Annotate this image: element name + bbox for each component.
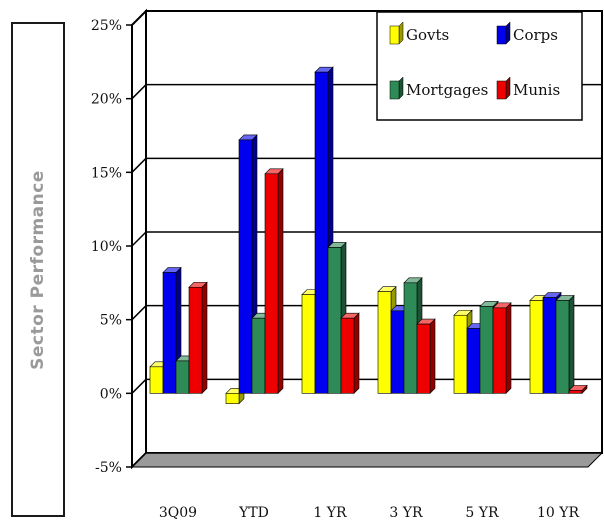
bar-govts [149, 366, 164, 394]
bar-side-munis [505, 302, 512, 395]
bar-corps [162, 272, 177, 394]
gridline-diagonal [131, 305, 147, 321]
y-tick-label: -5% [95, 460, 122, 476]
bar-side-munis [429, 318, 436, 395]
bar-govts [529, 300, 544, 394]
legend-label-govts: Govts [406, 26, 449, 44]
legend-swatch-mortgages [389, 80, 400, 100]
bar-mortgages [327, 247, 342, 394]
legend-swatch-side [505, 21, 511, 45]
bar-munis [568, 390, 583, 394]
bar-mortgages [251, 317, 266, 394]
x-tick-label: 3Q09 [159, 505, 197, 521]
gridline-diagonal [131, 10, 147, 26]
gridline-diagonal [131, 157, 147, 173]
bar-corps [314, 71, 329, 394]
legend-swatch-side [398, 76, 404, 100]
bar-govts [301, 294, 316, 394]
legend-swatch-munis [496, 80, 507, 100]
y-tick-label: 5% [100, 313, 122, 329]
y-tick-label: 15% [91, 165, 122, 181]
legend-swatch-side [505, 76, 511, 100]
bar-govts [377, 291, 392, 394]
x-tick-label: YTD [238, 505, 269, 521]
x-tick-label: 3 YR [389, 505, 423, 521]
bar-mortgages [403, 282, 418, 394]
bar-govts [453, 314, 468, 394]
legend-swatch-side [398, 21, 404, 45]
bar-corps [466, 328, 481, 394]
legend: Govts Corps Mortgages Munis [376, 11, 583, 121]
y-tick-label: 10% [91, 239, 122, 255]
bar-corps [238, 139, 253, 394]
legend-swatch-corps [496, 25, 507, 45]
y-axis-label-box: Sector Performance [11, 22, 65, 517]
bar-side-munis [353, 312, 360, 395]
bar-munis [188, 286, 203, 394]
bar-corps [542, 297, 557, 394]
y-tick-label: 0% [100, 386, 122, 402]
bar-munis [340, 317, 355, 394]
bar-corps [390, 310, 405, 394]
x-tick-label: 1 YR [313, 505, 347, 521]
bar-munis [492, 307, 507, 394]
bar-munis [416, 323, 431, 394]
bar-mortgages [555, 300, 570, 394]
y-tick-label: 25% [91, 18, 122, 34]
legend-label-corps: Corps [513, 26, 558, 44]
y-tick-label: 20% [91, 92, 122, 108]
gridline-diagonal [131, 378, 147, 394]
bar-mortgages [175, 360, 190, 394]
gridline-diagonal [131, 452, 147, 468]
x-tick-label: 5 YR [465, 505, 499, 521]
bar-mortgages [479, 306, 494, 394]
legend-box [376, 11, 583, 121]
bar-side-munis [277, 168, 284, 395]
bar-side-munis [201, 281, 208, 395]
x-tick-label: 10 YR [537, 505, 580, 521]
gridline-diagonal [131, 231, 147, 247]
bar-munis [264, 173, 279, 394]
legend-label-mortgages: Mortgages [406, 81, 488, 99]
bar-govts [225, 393, 240, 404]
plot-floor [130, 452, 604, 468]
legend-swatch-govts [389, 25, 400, 45]
gridline-diagonal [131, 84, 147, 100]
bar-side-mortgages [568, 294, 575, 395]
legend-label-munis: Munis [513, 81, 560, 99]
